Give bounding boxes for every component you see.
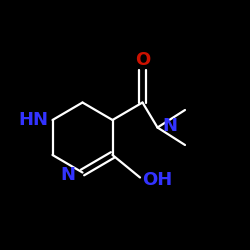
Text: O: O bbox=[135, 51, 150, 69]
Text: N: N bbox=[162, 117, 178, 135]
Text: HN: HN bbox=[19, 111, 49, 129]
Text: OH: OH bbox=[142, 171, 173, 189]
Text: N: N bbox=[60, 166, 75, 184]
